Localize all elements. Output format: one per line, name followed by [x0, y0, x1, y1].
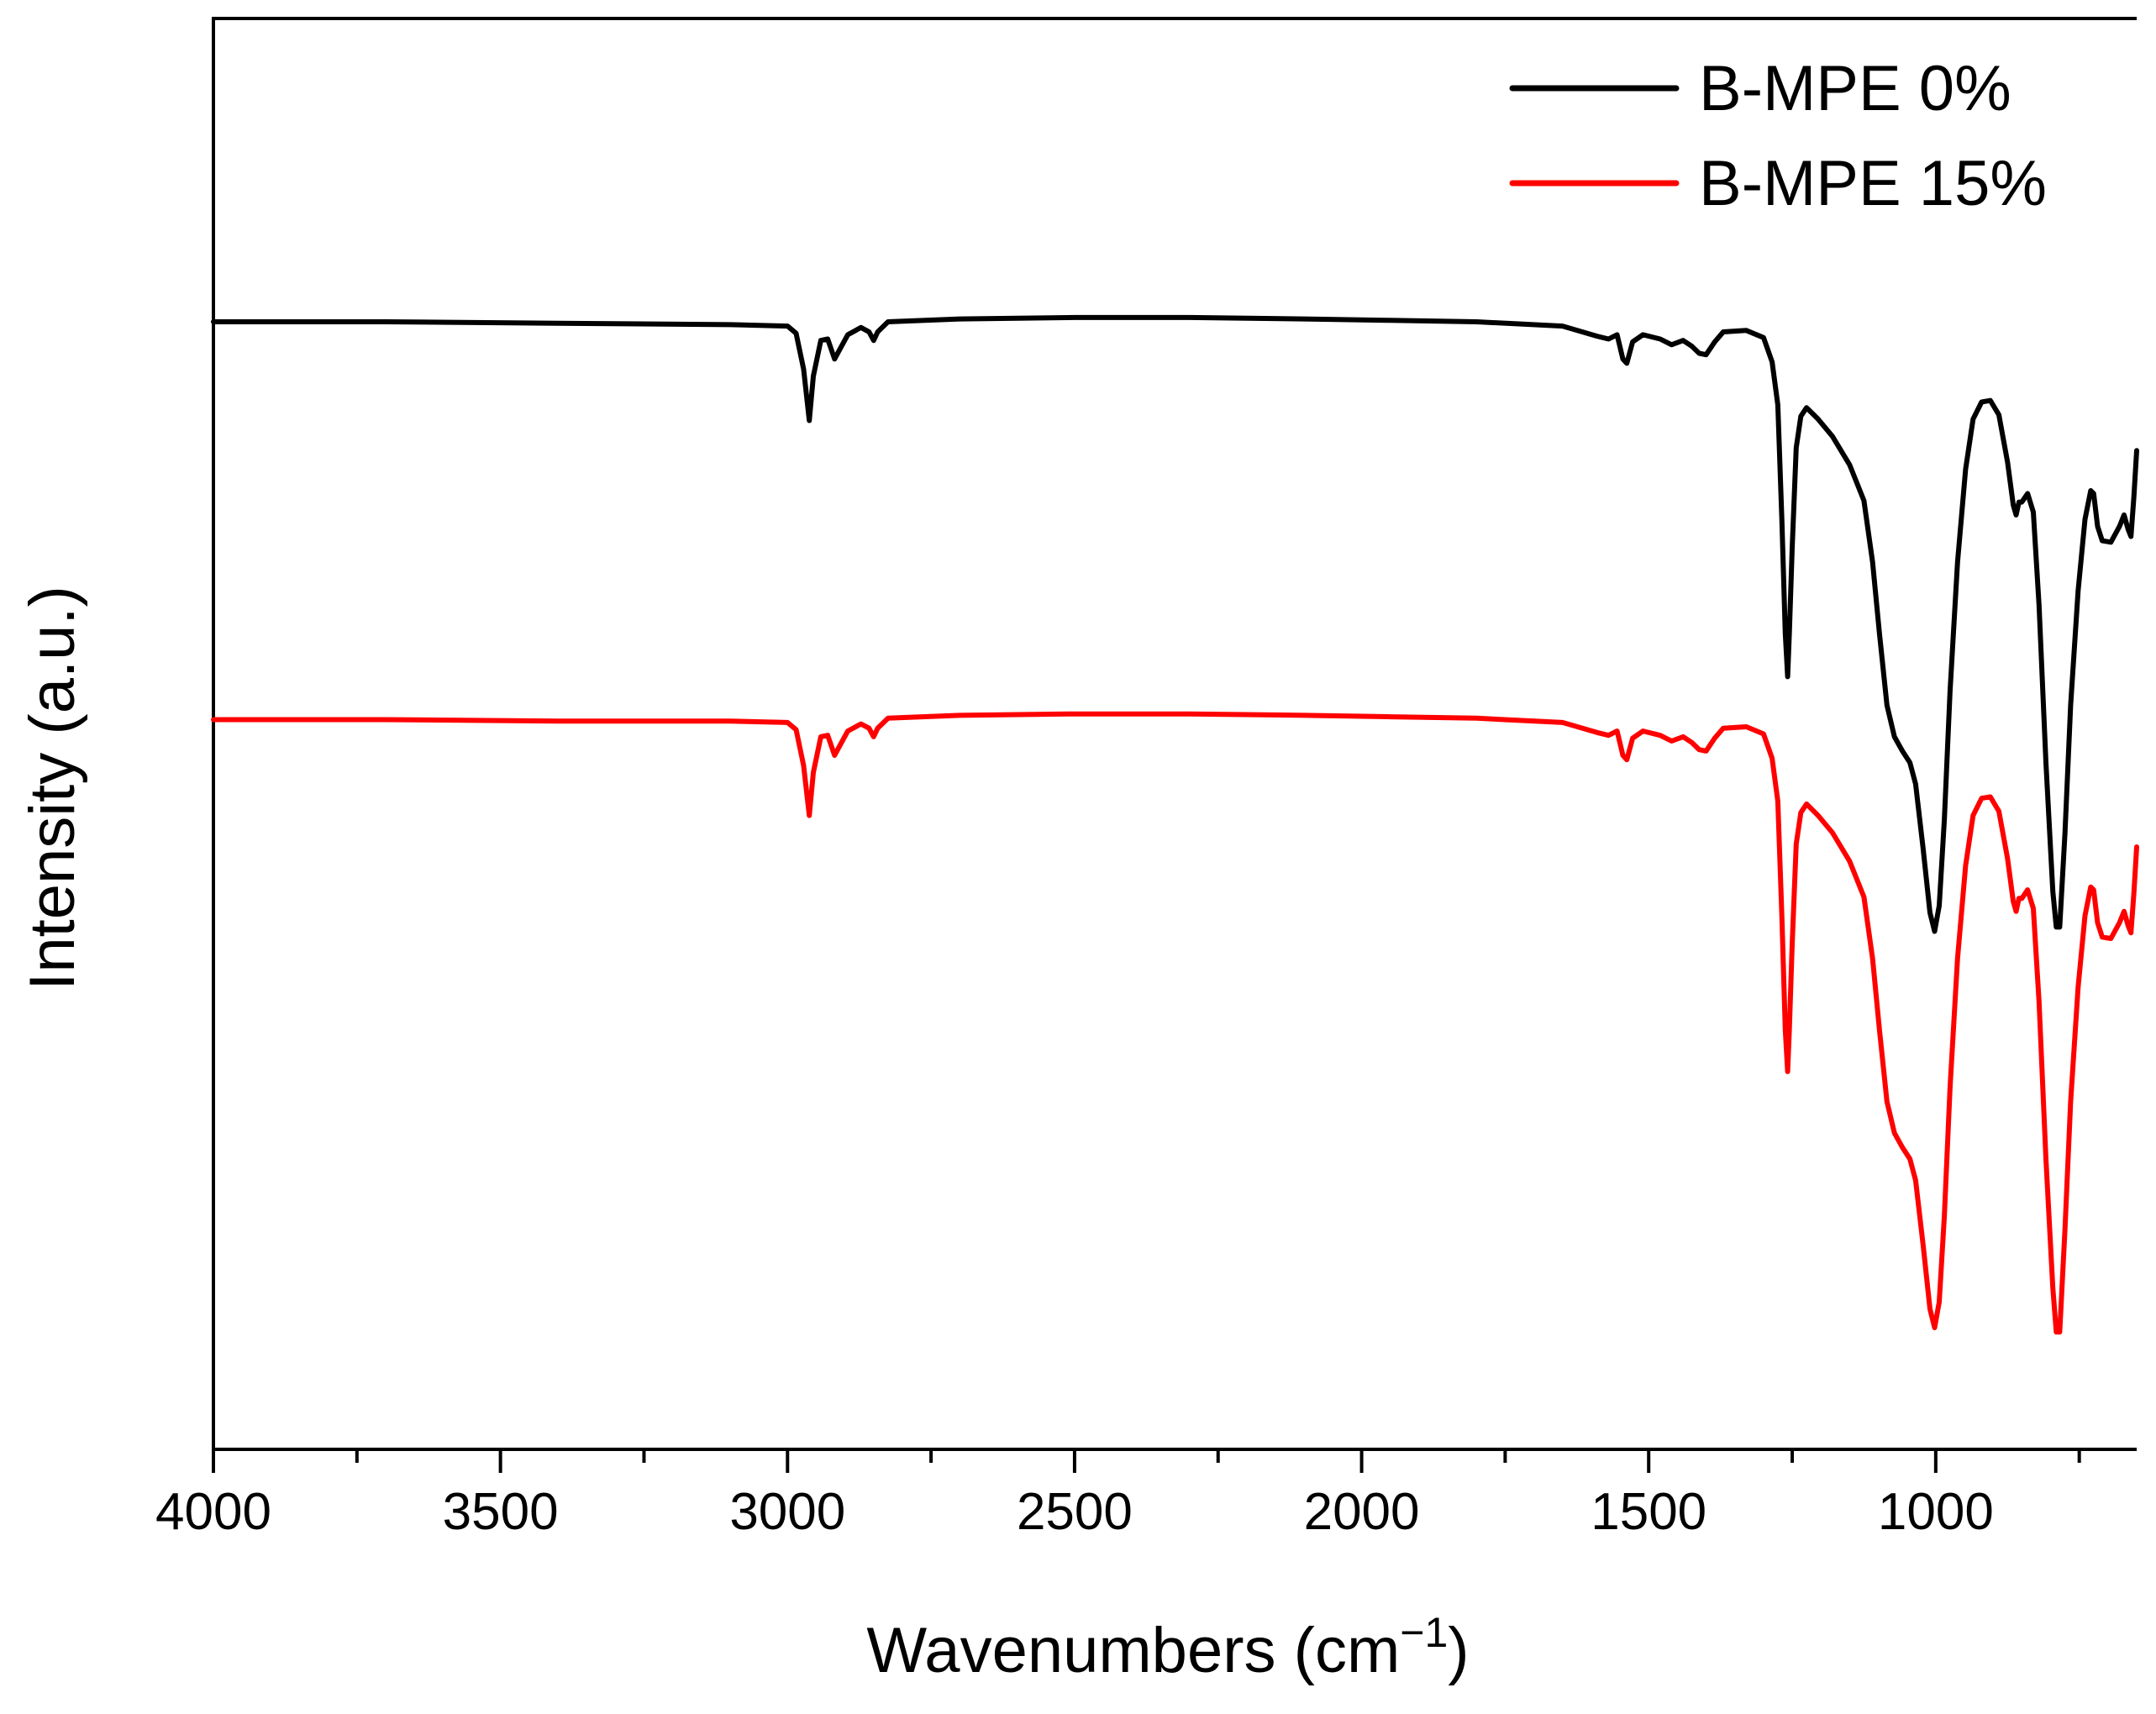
x-tick-label: 3000 — [729, 1483, 845, 1541]
x-axis-tick-labels: 4000 3500 3000 2500 2000 1500 1000 — [155, 1483, 1994, 1541]
y-axis-title: Intensity (a.u.) — [17, 586, 88, 991]
x-tick-label: 1000 — [1878, 1483, 1994, 1541]
x-axis-ticks — [212, 1449, 2081, 1473]
legend-label: B-MPE 0% — [1699, 53, 2011, 124]
x-tick-label: 1500 — [1591, 1483, 1706, 1541]
series-layer — [211, 314, 2139, 1335]
series-line-2 — [211, 711, 2139, 1335]
x-tick-label: 4000 — [155, 1483, 271, 1541]
x-tick-label: 2000 — [1304, 1483, 1420, 1541]
x-tick-label: 2500 — [1017, 1483, 1133, 1541]
x-tick-label: 3500 — [443, 1483, 559, 1541]
plot-frame — [212, 17, 2137, 1451]
legend: B-MPE 0% B-MPE 15% — [1509, 53, 2047, 219]
x-axis-title: Wavenumbers (cm−1) — [866, 1609, 1469, 1686]
legend-label: B-MPE 15% — [1699, 148, 2047, 219]
series-line-1 — [211, 314, 2139, 934]
